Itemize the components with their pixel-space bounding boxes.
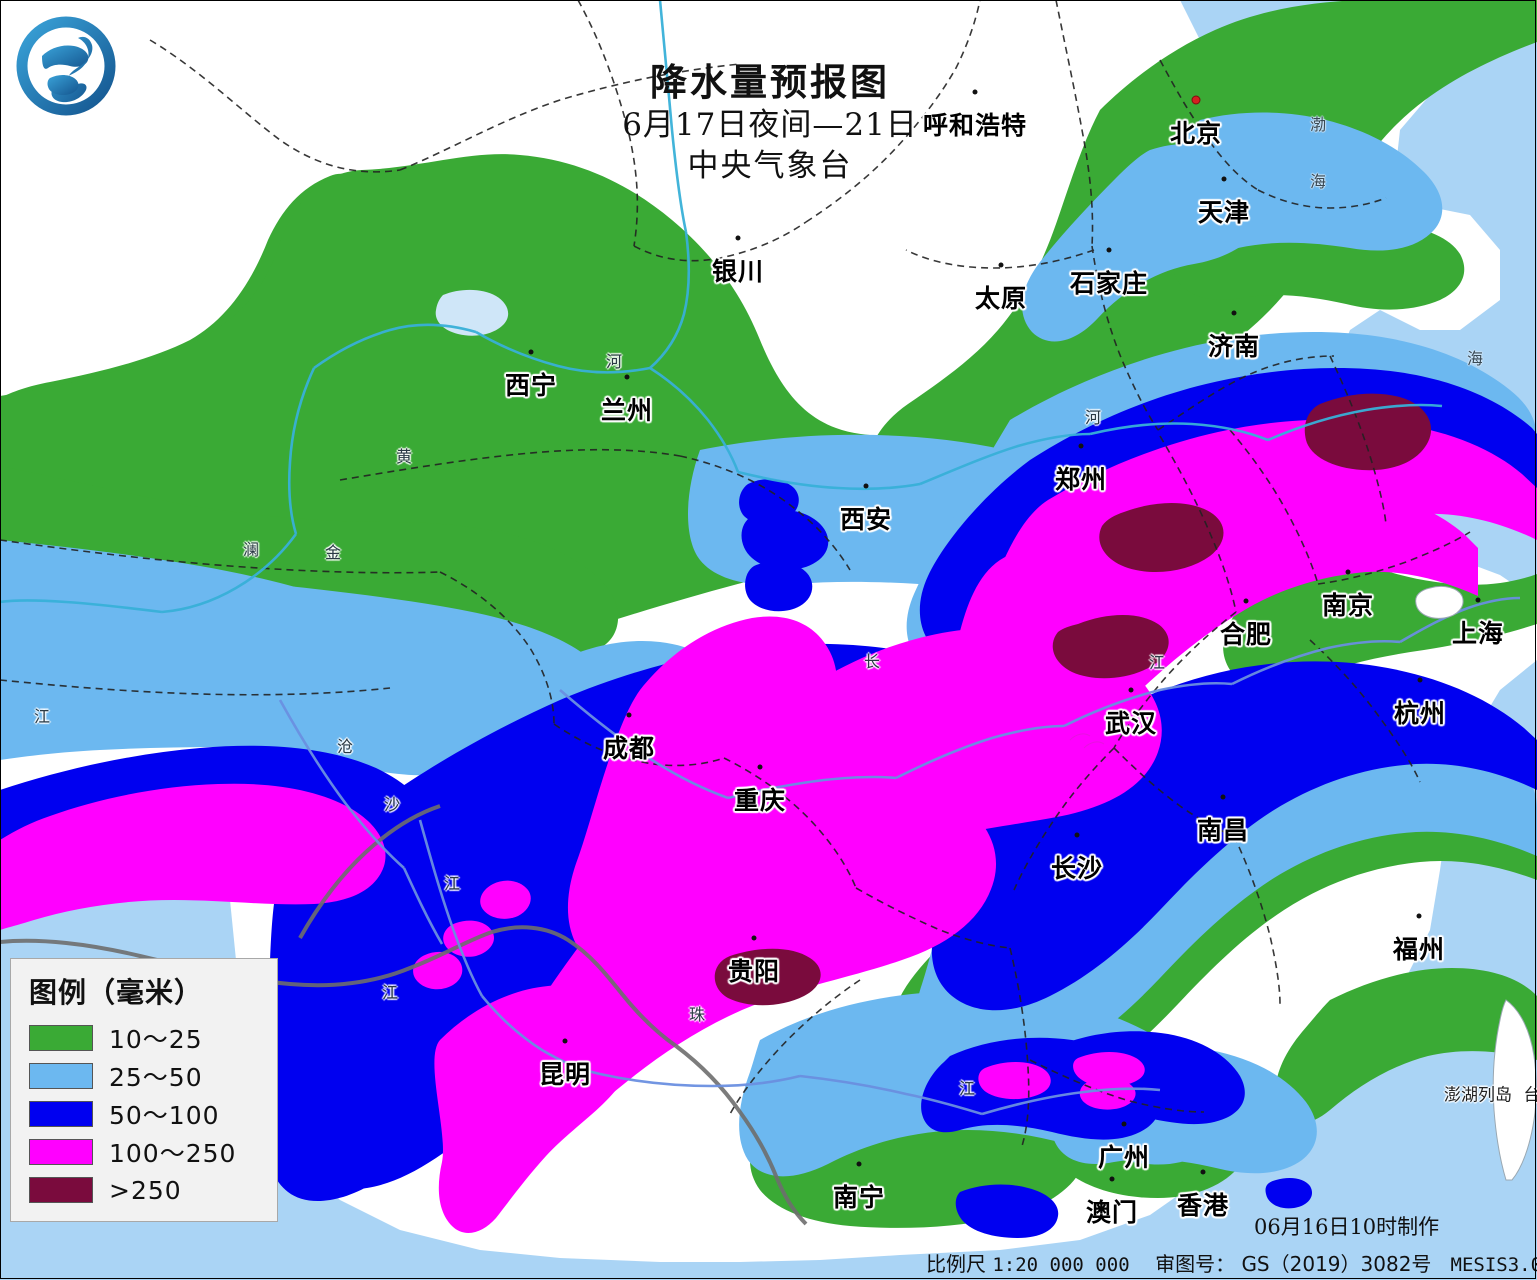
made-on-timestamp: 06月16日10时制作	[1254, 1215, 1440, 1239]
legend-color-swatch	[29, 1025, 93, 1051]
city-marker	[1345, 569, 1351, 575]
yangtze-river	[278, 596, 1521, 1116]
legend-title: 图例（毫米）	[29, 976, 204, 1009]
legend-item: 10～25	[11, 1019, 277, 1057]
city-marker	[751, 935, 757, 941]
city-marker	[863, 483, 869, 489]
city-marker	[998, 262, 1004, 268]
legend-item: 100～250	[11, 1133, 277, 1171]
city-marker	[1074, 832, 1080, 838]
city-marker	[1191, 95, 1201, 105]
city-marker	[1200, 1169, 1206, 1175]
legend-range-label: 50～100	[109, 1101, 220, 1130]
precip-band-over-250	[714, 393, 1432, 1006]
city-marker	[757, 764, 763, 770]
legend-range-label: >250	[109, 1175, 182, 1205]
legend-range-label: 10～25	[109, 1025, 203, 1054]
province-boundaries	[0, 0, 1471, 1147]
legend-rows: 10～25 25～50 50～100 100～250 >250	[11, 1019, 277, 1209]
city-marker	[1417, 677, 1423, 683]
legend-color-swatch	[29, 1139, 93, 1165]
legend-item: 50～100	[11, 1095, 277, 1133]
scale-value: 1:20 000 000	[992, 1254, 1130, 1276]
review-number-label: 审图号：	[1155, 1252, 1236, 1276]
legend-color-swatch	[29, 1063, 93, 1089]
city-marker	[1109, 1176, 1115, 1182]
city-marker	[1475, 597, 1481, 603]
review-number-value: GS（2019）3082号	[1241, 1252, 1432, 1276]
city-marker	[735, 235, 741, 241]
city-marker	[626, 712, 632, 718]
city-marker	[856, 1161, 862, 1167]
city-marker	[1416, 913, 1422, 919]
city-marker	[624, 374, 630, 380]
national-border	[0, 804, 808, 1226]
city-marker	[1221, 176, 1227, 182]
rivers	[0, 0, 1443, 614]
city-marker	[1231, 310, 1237, 316]
legend-range-label: 100～250	[109, 1139, 237, 1168]
legend-color-swatch	[29, 1177, 93, 1203]
legend-range-label: 25～50	[109, 1063, 203, 1092]
city-marker	[972, 89, 978, 95]
system-version: MESIS3.0	[1450, 1254, 1537, 1276]
terrain-hatching	[1069, 733, 1105, 749]
city-marker	[1078, 443, 1084, 449]
footer-bar: 比例尺 1:20 000 000 审图号： GS（2019）3082号 MESI…	[926, 1248, 1537, 1277]
scale-label: 比例尺	[926, 1252, 986, 1276]
city-marker	[1243, 598, 1249, 604]
legend-panel: 图例（毫米） 10～25 25～50 50～100 100～250 >250	[10, 958, 278, 1222]
city-marker	[528, 349, 534, 355]
city-marker	[1121, 1121, 1127, 1127]
city-marker	[1128, 687, 1134, 693]
precip-band-100-250	[0, 419, 1537, 1233]
cma-dragon-logo-icon	[16, 16, 116, 116]
city-marker	[1220, 794, 1226, 800]
city-marker	[1106, 247, 1112, 253]
city-marker	[562, 1038, 568, 1044]
legend-item: >250	[11, 1171, 277, 1209]
legend-color-swatch	[29, 1101, 93, 1127]
coastal-islands	[1415, 585, 1537, 1181]
legend-item: 25～50	[11, 1057, 277, 1095]
